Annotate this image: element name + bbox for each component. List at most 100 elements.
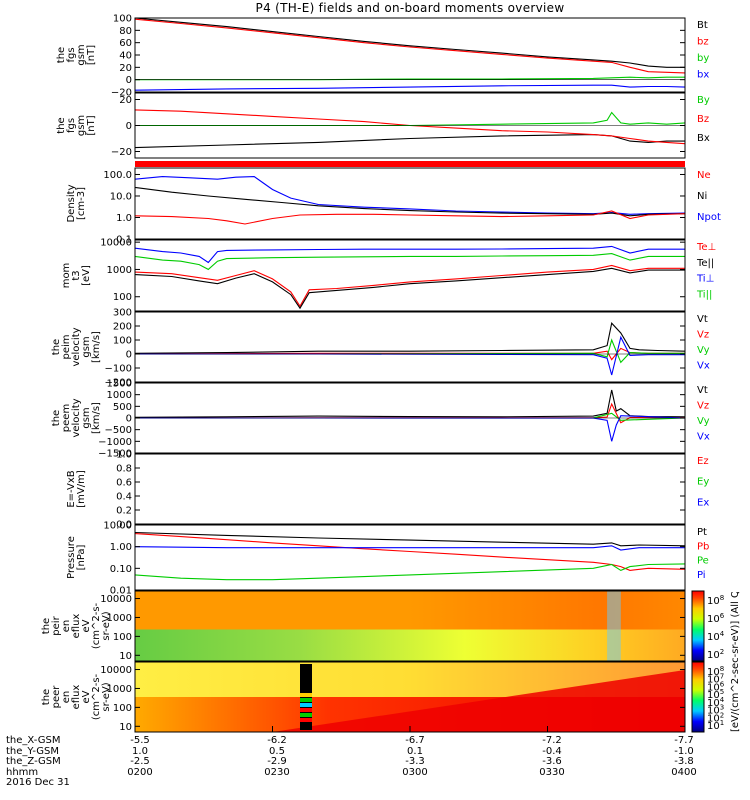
ylabel-peir_eflux: sr-eV) (101, 611, 112, 640)
ytick-label-peer_eflux: 1000 (107, 684, 132, 695)
heatmap-peer-gap-segment (300, 718, 312, 722)
ytick-label-density: 0.1 (116, 235, 132, 246)
legend-fgs_gsm_a-bz: bz (697, 37, 709, 48)
series-fgs_gsm_b-Bx (134, 134, 685, 149)
ytick-label-pressure: 10.00 (103, 521, 132, 532)
ytick-label-fgs_gsm_a: 0 (126, 75, 132, 86)
ytick-label-peir_eflux: 10 (119, 651, 132, 662)
status-bar (135, 161, 685, 167)
ytick-label-peem_velocity: −1500 (98, 449, 132, 460)
ylabel-density: Density (66, 184, 77, 222)
series-fgs_gsm_a-bz (134, 18, 686, 74)
heatmap-peer-gap-segment (300, 703, 312, 707)
ytick-label-efield: 0.2 (116, 506, 132, 517)
ytick-label-fgs_gsm_a: −20 (111, 88, 132, 99)
ytick-label-pressure: 0.10 (110, 564, 132, 575)
colorbar-0 (691, 590, 705, 662)
legend-fgs_gsm_a-Bt: Bt (697, 20, 708, 31)
series-fgs_gsm_a-by (135, 76, 685, 81)
series-fgs_gsm_b-By (135, 111, 686, 127)
legend-mom_t3-Te||: Te|| (696, 258, 714, 269)
legend-pressure-Pe: Pe (697, 556, 709, 567)
series-density-Ni (134, 186, 686, 217)
ytick-label-peem_velocity: −1000 (98, 437, 132, 448)
series-fgs_gsm_a-bx (134, 84, 686, 91)
legend-fgs_gsm_b-Bx: Bx (697, 133, 710, 144)
ytick-label-fgs_gsm_a: 40 (119, 51, 132, 62)
series-pressure-Pi (134, 545, 685, 551)
ylabel-peer_eflux: peer (51, 685, 62, 709)
series-mom_t3-Ti⊥ (134, 245, 685, 264)
series-mom_t3-Ti|| (134, 253, 685, 271)
ylabel-peim_velocity: the (51, 339, 62, 355)
ytick-label-peer_eflux: 10000 (100, 665, 132, 676)
colorbar-tick: 101 (707, 719, 724, 732)
ylabel-mom_t3: [eV] (81, 265, 92, 286)
legend-peim_velocity-Vt: Vt (697, 314, 708, 325)
ylabel-peir_eflux: eflux (71, 614, 82, 639)
ytick-label-pressure: 1.00 (110, 542, 132, 553)
legend-peem_velocity-Vy: Vy (697, 416, 710, 427)
legend-efield-Ey: Ey (697, 477, 709, 488)
series-fgs_gsm_b-Bz (134, 109, 686, 145)
legend-efield-Ex: Ex (697, 497, 709, 508)
ylabel-peer_eflux: en (61, 691, 72, 704)
ytick-label-peem_velocity: 500 (113, 402, 132, 413)
series-peim_velocity-Vt (134, 322, 686, 354)
ylabel-peir_eflux: en (61, 620, 72, 633)
ytick-label-fgs_gsm_b: 0 (126, 121, 132, 132)
footer-label-z: the_Z-GSM (6, 756, 61, 767)
xcol-3: -7.2 -0.4 -3.6 0330 (539, 735, 565, 778)
legend-pressure-Pi: Pi (697, 570, 706, 581)
legend-mom_t3-Ti||: Ti|| (696, 289, 712, 300)
ylabel-peim_velocity: [km/s] (91, 331, 102, 363)
ylabel-peim_velocity: gsm (81, 336, 92, 357)
ytick-label-peim_velocity: 300 (113, 308, 132, 319)
legend-pressure-Pb: Pb (697, 541, 709, 552)
axes-layer (134, 17, 705, 733)
ytick-label-mom_t3: 10000 (100, 238, 132, 249)
ylabel-fgs_gsm_b: gsm (76, 115, 87, 136)
footer-label-hhmm: hhmm (6, 766, 39, 778)
ytick-label-mom_t3: 100 (113, 292, 132, 303)
ylabel-peem_velocity: the (51, 410, 62, 426)
panel-frame-pressure (134, 524, 686, 591)
ytick-label-fgs_gsm_a: 20 (119, 63, 132, 74)
legend-fgs_gsm_a-by: by (697, 53, 709, 64)
ylabel-fgs_gsm_a: fgs (66, 47, 77, 62)
series-peem_velocity-Vt (134, 389, 686, 418)
ytick-label-peim_velocity: 100 (113, 336, 132, 347)
ylabel-efield: [mV/m] (76, 470, 87, 508)
ytick-label-fgs_gsm_a: 100 (113, 14, 132, 25)
ylabel-peer_eflux: the (41, 689, 52, 705)
ytick-label-peir_eflux: 1000 (107, 613, 132, 624)
ylabel-peer_eflux: eflux (71, 685, 82, 710)
ylabel-peir_eflux: (cm^2-s- (91, 602, 102, 649)
heatmap-peer-band (272, 670, 685, 732)
legend-fgs_gsm_a-bx: bx (697, 70, 709, 81)
ylabel-efield: E=-VxB (66, 470, 77, 507)
colorbar-tick: 108 (707, 594, 724, 607)
ylabel-fgs_gsm_a: the (56, 47, 67, 63)
heatmap-peer-gap-segment (300, 698, 312, 702)
ylabel-fgs_gsm_b: [nT] (86, 115, 97, 135)
ytick-label-peem_velocity: −500 (105, 425, 132, 436)
heatmap-layer (135, 591, 685, 732)
legend-density-Ni: Ni (697, 191, 707, 202)
xcol-0: -5.5 1.0 -2.5 0200 (127, 735, 153, 778)
series-pressure-Pe (134, 563, 686, 581)
legend-efield-Ez: Ez (697, 456, 709, 467)
ylabel-peem_velocity: peem (61, 404, 72, 432)
legend-peem_velocity-Vt: Vt (697, 385, 708, 396)
panel-frame-mom_t3 (134, 239, 686, 312)
footer-date: 2016 Dec 31 (6, 777, 70, 788)
ylabel-density: [cm-3] (76, 187, 87, 220)
series-pressure-Pt (134, 531, 686, 547)
colorbar-tick: 104 (707, 630, 725, 643)
ylabel-fgs_gsm_a: gsm (76, 44, 87, 65)
colorbar-1 (691, 661, 705, 733)
footer-label-y: the_Y-GSM (6, 745, 60, 757)
ytick-label-efield: 0.0 (116, 520, 132, 531)
series-fgs_gsm_a-Bt (134, 17, 685, 68)
ylabel-mom_t3: mom (61, 263, 72, 289)
